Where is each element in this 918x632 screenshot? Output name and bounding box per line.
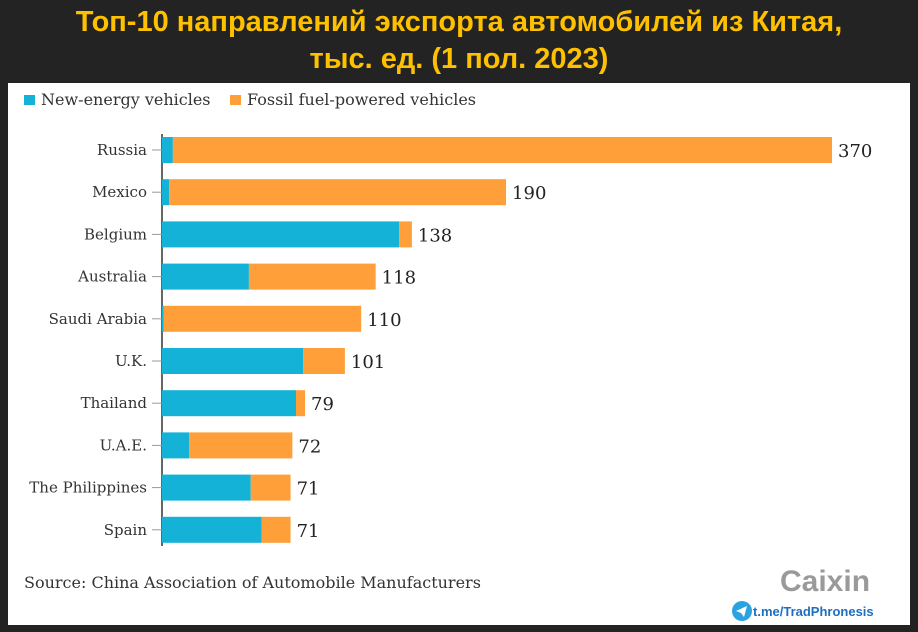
- bar-row-1: Mexico 190: [92, 179, 546, 206]
- telegram-link: t.me/TradPhronesis: [753, 604, 874, 619]
- bar-row-5: U.K. 101: [115, 348, 385, 374]
- total-label: 71: [297, 521, 320, 542]
- category-label: U.K.: [115, 352, 147, 370]
- bar-segment-nev: [162, 305, 164, 332]
- bar-segment-fossil: [399, 221, 412, 248]
- bar-segment-fossil: [248, 263, 376, 290]
- bar-segment-nev: [162, 390, 296, 417]
- legend-label-0: New-energy vehicles: [41, 90, 211, 109]
- bar-row-9: Spain 71: [104, 516, 320, 543]
- total-label: 71: [297, 479, 320, 500]
- bar-segment-nev: [162, 516, 262, 543]
- title-line-2: тыс. ед. (1 пол. 2023): [309, 43, 609, 75]
- category-label: U.A.E.: [100, 436, 147, 454]
- bar-segment-fossil: [163, 305, 362, 332]
- bar-segment-fossil: [169, 179, 507, 206]
- category-label: Thailand: [81, 394, 148, 412]
- total-label: 101: [351, 352, 385, 373]
- total-label: 110: [367, 310, 401, 331]
- category-label: Belgium: [84, 225, 147, 243]
- total-label: 72: [298, 436, 321, 457]
- total-label: 370: [838, 141, 872, 162]
- legend-swatch-0: [24, 95, 35, 105]
- bar-segment-nev: [162, 263, 249, 290]
- bar-segment-nev: [162, 137, 173, 163]
- bar-segment-nev: [162, 348, 304, 374]
- total-label: 79: [311, 394, 334, 415]
- category-label: The Philippines: [29, 479, 147, 497]
- legend: New-energy vehicles Fossil fuel-powered v…: [24, 90, 476, 109]
- telegram-plane-icon: [736, 606, 747, 617]
- title-line-1: Топ-10 направлений экспорта автомобилей …: [75, 6, 843, 38]
- total-label: 190: [512, 183, 546, 204]
- bar-segment-fossil: [261, 516, 291, 543]
- bar-segment-nev: [162, 221, 400, 248]
- bar-segment-nev: [162, 179, 170, 206]
- category-label: Australia: [77, 268, 147, 286]
- bar-row-6: Thailand 79: [81, 390, 334, 417]
- bar-segment-fossil: [189, 432, 293, 459]
- telegram-badge[interactable]: t.me/TradPhronesis: [732, 601, 874, 621]
- category-label: Mexico: [92, 183, 147, 201]
- bar-segment-nev: [162, 432, 190, 459]
- total-label: 138: [418, 225, 452, 246]
- chart-panel: [8, 83, 910, 625]
- bar-row-7: U.A.E. 72: [100, 432, 321, 459]
- legend-label-1: Fossil fuel-powered vehicles: [247, 90, 476, 109]
- bar-row-2: Belgium 138: [84, 221, 452, 248]
- category-label: Russia: [97, 141, 147, 159]
- category-label: Saudi Arabia: [49, 310, 147, 328]
- bar-row-3: Australia 118: [77, 263, 416, 290]
- category-label: Spain: [104, 521, 148, 539]
- caixin-logo: Caixin: [780, 565, 870, 598]
- bar-row-8: The Philippines 71: [29, 474, 320, 501]
- bar-segment-fossil: [296, 390, 306, 417]
- bar-segment-nev: [162, 474, 251, 501]
- bar-segment-fossil: [250, 474, 291, 501]
- bar-row-0: Russia 370: [97, 137, 872, 163]
- chart-title: Топ-10 направлений экспорта автомобилей …: [0, 4, 918, 78]
- total-label: 118: [382, 268, 416, 289]
- source-note: Source: China Association of Automobile …: [24, 573, 481, 592]
- legend-swatch-1: [230, 95, 241, 105]
- bar-row-4: Saudi Arabia 110: [49, 305, 402, 332]
- bar-segment-fossil: [172, 137, 832, 163]
- bar-segment-fossil: [303, 348, 345, 374]
